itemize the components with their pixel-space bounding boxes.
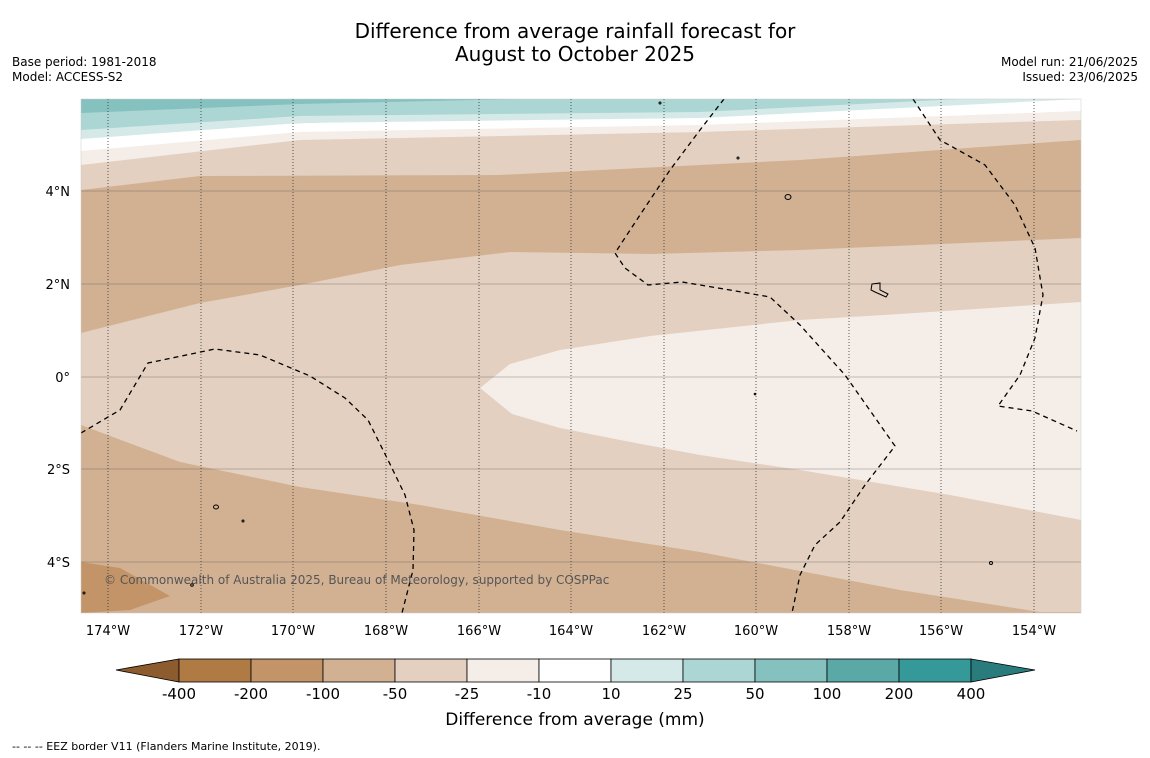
lon-label-168w: 168°W: [364, 624, 408, 639]
colorbar-seg-9: [754, 658, 828, 683]
colorbar-seg-4: [394, 658, 468, 683]
colorbar-seg-5: [466, 658, 540, 683]
issued-label: Issued: 23/06/2025: [1022, 70, 1138, 84]
colorbar-seg-2: [250, 658, 324, 683]
islands: [82, 101, 993, 595]
lat-label-4n: 4°N: [46, 185, 71, 200]
map-frame: [80, 98, 1082, 614]
map-title: Difference from average rainfall forecas…: [0, 20, 1150, 66]
lon-label-160w: 160°W: [734, 624, 778, 639]
band-minus200-minus100-patch: [81, 562, 170, 613]
cb-tick-9: 100: [813, 685, 842, 703]
base-period-label: Base period: 1981-2018: [12, 55, 157, 69]
colorbar-extend-low: [115, 658, 180, 683]
cb-tick-6: 10: [601, 685, 620, 703]
rainfall-anomaly-field: [81, 99, 1081, 613]
colorbar-seg-3: [322, 658, 396, 683]
colorbar-seg-11: [898, 658, 972, 683]
lon-label-158w: 158°W: [827, 624, 871, 639]
lat-label-2n: 2°N: [46, 278, 71, 293]
band-50-100: [81, 99, 520, 113]
lon-label-162w: 162°W: [642, 624, 686, 639]
latitude-labels: 4°N 2°N 0° 2°S 4°S: [46, 185, 71, 571]
cb-tick-8: 50: [745, 685, 764, 703]
longitude-labels: 174°W 172°W 170°W 168°W 166°W 164°W 162°…: [86, 624, 1056, 639]
lon-label-170w: 170°W: [271, 624, 315, 639]
title-line-2: August to October 2025: [454, 42, 696, 66]
cb-tick-5: -10: [527, 685, 552, 703]
cb-tick-1: -200: [234, 685, 268, 703]
colorbar: [115, 658, 1036, 683]
meta-left: Base period: 1981-2018 Model: ACCESS-S2: [12, 55, 157, 85]
gridlines: [81, 99, 1081, 613]
lat-label-0: 0°: [55, 371, 70, 386]
cb-tick-4: -25: [455, 685, 480, 703]
lon-label-166w: 166°W: [457, 624, 501, 639]
title-line-1: Difference from average rainfall forecas…: [354, 19, 796, 43]
cb-tick-0: -400: [162, 685, 196, 703]
band-minus25-minus10-tongue: [480, 302, 1081, 520]
band-minus50-minus25-north: [81, 110, 1081, 190]
lon-label-164w: 164°W: [549, 624, 593, 639]
model-label: Model: ACCESS-S2: [12, 70, 124, 84]
lon-label-154w: 154°W: [1012, 624, 1056, 639]
colorbar-seg-10: [826, 658, 900, 683]
colorbar-seg-6: [538, 658, 612, 683]
lon-label-174w: 174°W: [86, 624, 130, 639]
cb-tick-3: -50: [383, 685, 408, 703]
lon-label-156w: 156°W: [919, 624, 963, 639]
colorbar-ticks: -400 -200 -100 -50 -25 -10 10 25 50 100 …: [162, 685, 985, 703]
cb-tick-10: 200: [885, 685, 914, 703]
cb-tick-11: 400: [957, 685, 986, 703]
lat-label-2s: 2°S: [47, 463, 70, 478]
eez-legend-note: -- -- -- EEZ border V11 (Flanders Marine…: [12, 740, 321, 753]
colorbar-seg-8: [682, 658, 756, 683]
colorbar-title: Difference from average (mm): [445, 710, 705, 730]
meta-right: Model run: 21/06/2025 Issued: 23/06/2025: [1001, 55, 1138, 85]
lon-label-172w: 172°W: [179, 624, 223, 639]
colorbar-seg-7: [610, 658, 684, 683]
band-neutral-north: [81, 99, 1081, 151]
colorbar-extend-high: [970, 658, 1036, 683]
model-run-label: Model run: 21/06/2025: [1000, 55, 1138, 69]
lat-label-4s: 4°S: [47, 556, 70, 571]
cb-tick-7: 25: [673, 685, 692, 703]
copyright-notice: © Commonwealth of Australia 2025, Bureau…: [104, 573, 609, 587]
colorbar-seg-1: [178, 658, 252, 683]
cb-tick-2: -100: [306, 685, 340, 703]
band-25-50: [81, 99, 960, 130]
eez-borders: [81, 99, 1078, 613]
